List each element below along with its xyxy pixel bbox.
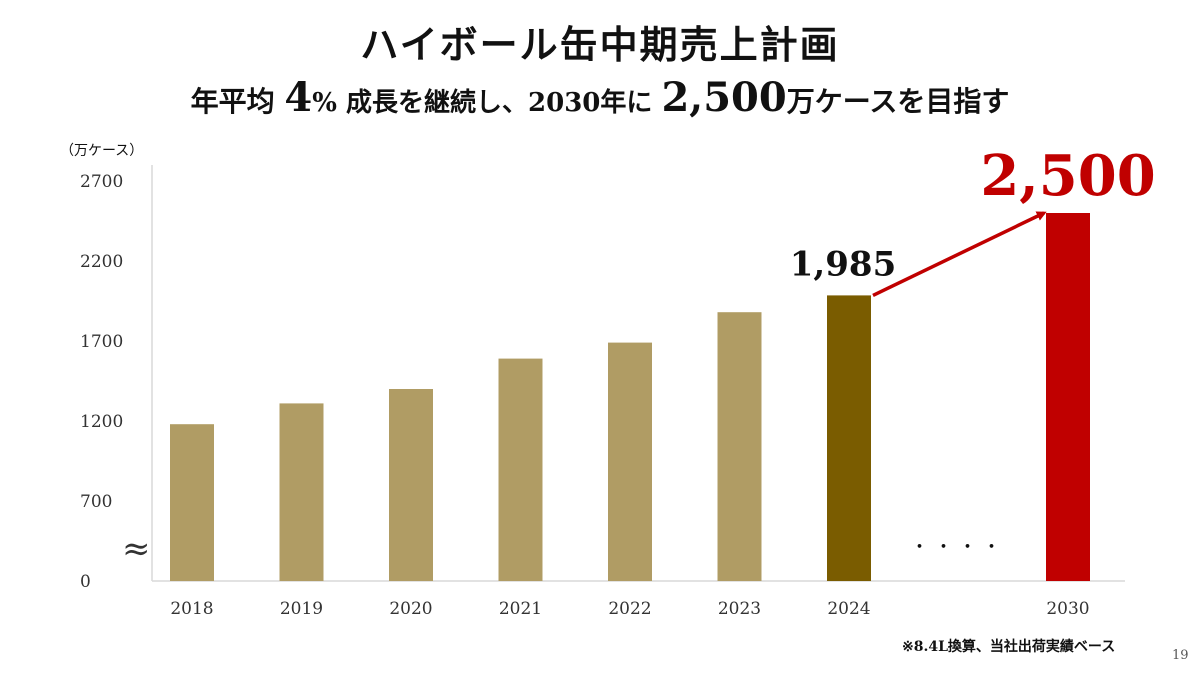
bar-2018 [170, 424, 214, 581]
subtitle-target-value: 2,500 [661, 74, 787, 121]
subtitle-part: 万ケースを目指す [786, 85, 1010, 118]
y-axis-unit-label: （万ケース） [60, 143, 144, 159]
page-title: ハイボール缶中期売上計画 [360, 22, 840, 67]
y-tick-label: 1200 [80, 412, 123, 432]
y-tick-label: 2200 [80, 252, 123, 272]
x-tick-label: 2023 [718, 599, 761, 619]
bar-2030 [1046, 213, 1090, 581]
gap-marker: ・・・・ [911, 537, 1007, 558]
data-label-2030: 2,500 [980, 143, 1155, 209]
growth-arrow [872, 211, 1047, 297]
axis-break-icon: ≈ [122, 529, 151, 569]
x-tick-label: 2020 [389, 599, 432, 619]
page-subtitle: 年平均 4% 成長を継続し、2030年に 2,500万ケースを目指す [0, 74, 1200, 121]
y-tick-label: 2700 [80, 172, 123, 192]
bar-2021 [498, 358, 543, 581]
bar-2020 [389, 389, 433, 581]
x-tick-label: 2030 [1046, 599, 1089, 619]
bar-2022 [608, 342, 652, 581]
x-tick-label: 2018 [170, 599, 213, 619]
subtitle-part: % 成長を継続し、2030年に [312, 88, 662, 118]
bar-2019 [279, 403, 324, 581]
y-tick-label: 1700 [80, 332, 123, 352]
footnote: ※8.4L換算、当社出荷実績ベース [902, 639, 1116, 655]
bar-2024 [827, 295, 871, 581]
data-label-2024: 1,985 [790, 244, 896, 284]
x-tick-label: 2022 [608, 599, 651, 619]
x-tick-label: 2019 [280, 599, 323, 619]
subtitle-growth-rate: 4 [284, 74, 313, 121]
x-tick-label: 2021 [499, 599, 542, 619]
page-number: 19 [1172, 648, 1189, 663]
x-tick-label: 2024 [827, 599, 870, 619]
subtitle-part: 年平均 [190, 85, 285, 118]
y-tick-label: 700 [80, 492, 112, 512]
bar-2023 [717, 312, 762, 581]
y-tick-label: 0 [80, 572, 91, 592]
